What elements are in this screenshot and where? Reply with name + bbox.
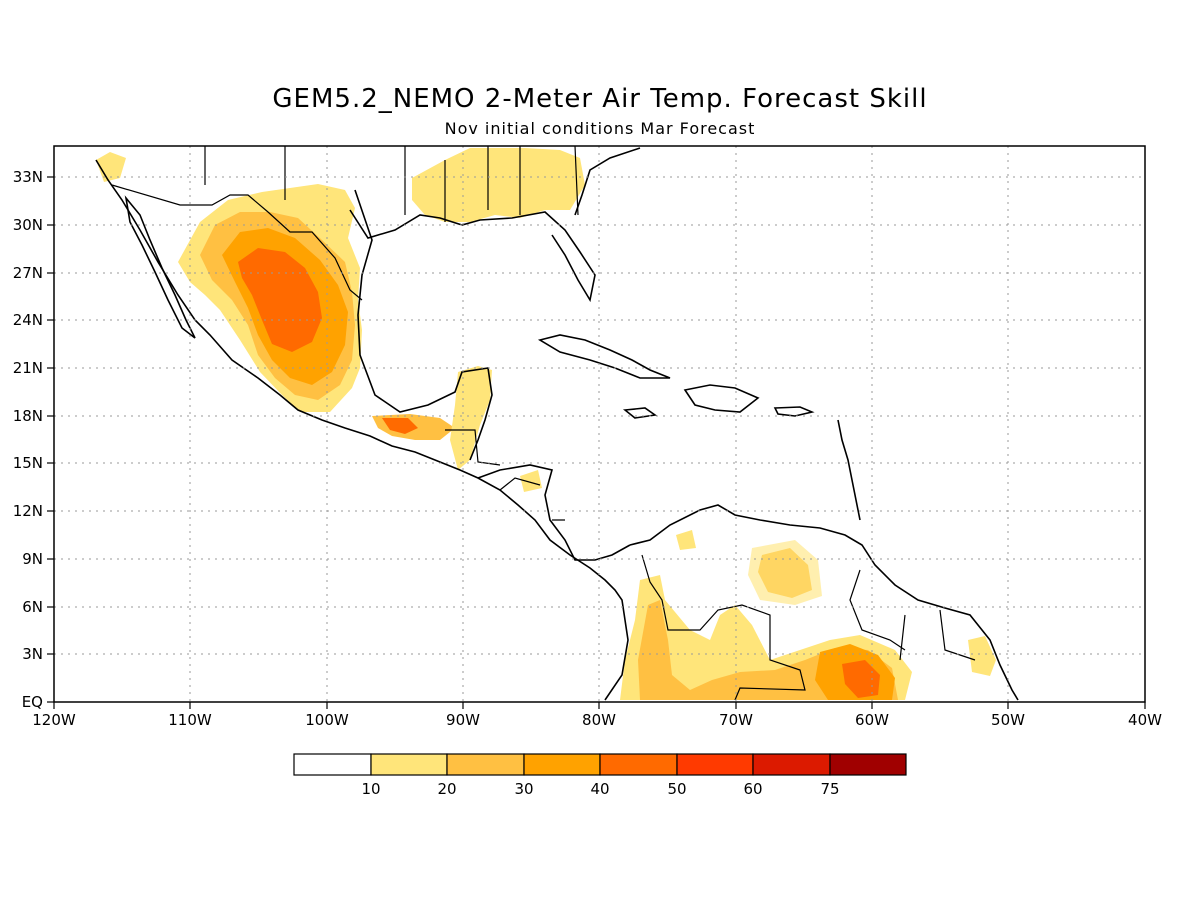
colorbar-label-60: 60 [743,780,762,798]
lat-label-18n: 18N [13,407,43,425]
skill-region-guyana-east [968,636,996,676]
colorbar-box-6 [752,753,831,776]
lon-label-60w: 60W [855,711,889,729]
map-subtitle: Nov initial conditions Mar Forecast [444,119,756,138]
colorbar-box-7 [829,753,907,776]
colorbar-box-5 [676,753,754,776]
colorbar-label-40: 40 [590,780,609,798]
skill-region-tehuantepec-40 [382,418,418,434]
lat-label-24n: 24N [13,311,43,329]
lon-label-120w: 120W [32,711,76,729]
colorbar-label-30: 30 [514,780,533,798]
colorbar-label-10: 10 [361,780,380,798]
lat-label-eq: EQ [22,693,43,711]
gridlines [54,146,1145,702]
colorbar: 10 20 30 40 50 60 75 [293,753,907,798]
colorbar-box-1 [370,753,448,776]
skill-shading [96,148,996,700]
skill-region-texas [96,152,126,182]
lat-label-9n: 9N [22,550,43,568]
lat-label-21n: 21N [13,359,43,377]
colorbar-box-2 [446,753,525,776]
lat-label-27n: 27N [13,264,43,282]
map-title: GEM5.2_NEMO 2-Meter Air Temp. Forecast S… [272,84,928,114]
lat-label-30n: 30N [13,216,43,234]
lon-label-110w: 110W [168,711,212,729]
lon-label-40w: 40W [1128,711,1162,729]
colorbar-box-4 [599,753,678,776]
lon-label-90w: 90W [446,711,480,729]
lon-label-100w: 100W [305,711,349,729]
coastlines [95,147,1019,701]
lat-label-6n: 6N [22,598,43,616]
skill-region-yucatan [450,366,492,470]
skill-region-mexico-40 [238,248,322,352]
lat-label-33n: 33N [13,168,43,186]
colorbar-label-75: 75 [820,780,839,798]
lon-label-50w: 50W [991,711,1025,729]
colorbar-label-50: 50 [667,780,686,798]
colorbar-label-20: 20 [437,780,456,798]
country-borders [111,146,976,701]
lon-label-70w: 70W [719,711,753,729]
lon-label-80w: 80W [582,711,616,729]
skill-region-venezuela-10 [748,540,822,605]
lat-label-15n: 15N [13,454,43,472]
lat-label-12n: 12N [13,502,43,520]
skill-region-small-1 [676,530,696,550]
lat-label-3n: 3N [22,645,43,663]
skill-region-guiana-40 [842,660,880,698]
colorbar-box-3 [523,753,601,776]
skill-region-small-2 [520,470,542,492]
skill-region-us-southeast [412,148,585,222]
lon-axis: 120W 110W 100W 90W 80W 70W 60W 50W 40W [32,702,1162,729]
colorbar-box-0 [293,753,372,776]
lat-axis: EQ 3N 6N 9N 12N 15N 18N 21N 24N 27N 30N … [13,168,54,711]
